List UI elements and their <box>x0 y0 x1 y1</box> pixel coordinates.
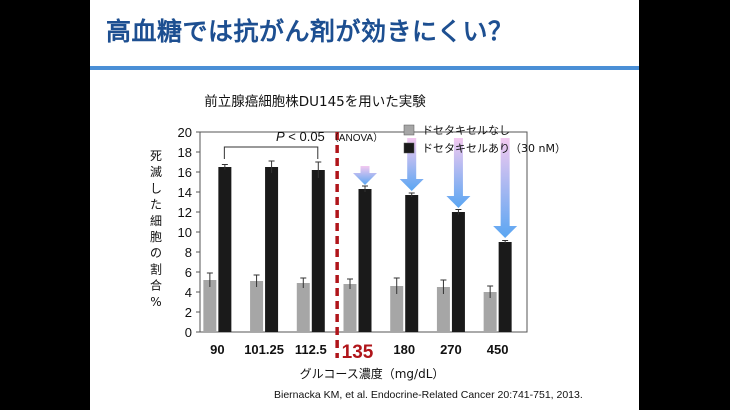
y-axis-label: 死滅した細胞の割合% <box>150 149 162 309</box>
bar-no-docetaxel <box>343 284 357 332</box>
down-arrow <box>353 166 377 185</box>
y-axis-label-char: 合 <box>150 278 162 293</box>
legend-label: ドセタキセルあり（30 nM） <box>422 142 566 155</box>
down-arrow <box>399 138 424 191</box>
y-axis-label-char: 滅 <box>150 165 162 179</box>
bar-docetaxel <box>451 212 465 332</box>
x-tick-label: 112.5 <box>295 342 327 357</box>
x-tick-label: 90 <box>210 342 224 357</box>
p-value-part: P <box>276 129 285 144</box>
y-tick-label: 2 <box>185 305 192 320</box>
y-tick-label: 16 <box>178 165 192 180</box>
x-axis-label: グルコース濃度（mg/dL） <box>300 366 445 381</box>
y-tick-label: 6 <box>185 265 192 280</box>
y-tick-label: 14 <box>178 185 192 200</box>
p-value-part: （ANOVA） <box>329 132 383 144</box>
legend-swatch <box>403 124 415 136</box>
y-tick-label: 8 <box>185 245 192 260</box>
y-axis-label-char: % <box>150 295 161 309</box>
slide: 高血糖では抗がん剤が効きにくい？ 前立腺癌細胞株DU145を用いた実験 死滅した… <box>90 0 639 410</box>
down-arrow <box>446 138 471 208</box>
p-value-part: < 0.05 <box>285 129 325 144</box>
bar-no-docetaxel <box>296 283 310 332</box>
y-axis-label-char: 細 <box>150 214 162 228</box>
y-tick-label: 10 <box>178 225 192 240</box>
bar-no-docetaxel <box>483 292 497 332</box>
significance-bracket <box>223 146 319 159</box>
bar-docetaxel <box>498 242 512 332</box>
bar-docetaxel <box>358 189 372 332</box>
legend-swatch <box>403 142 415 154</box>
y-axis-label-char: の <box>150 246 162 260</box>
x-tick-label: 135 <box>342 342 374 363</box>
y-axis-label-char: 死 <box>150 149 162 163</box>
y-axis-label-char: 割 <box>150 261 162 276</box>
y-tick-label: 20 <box>178 125 192 140</box>
bar-no-docetaxel <box>203 280 217 332</box>
bar-docetaxel <box>218 167 232 332</box>
y-tick-label: 0 <box>185 325 192 340</box>
y-axis-label-char: た <box>150 198 162 212</box>
y-tick-label: 4 <box>185 285 192 300</box>
down-arrow <box>493 138 518 238</box>
y-tick-label: 12 <box>178 205 192 220</box>
citation: Biernacka KM, et al. Endocrine-Related C… <box>274 389 583 401</box>
chart: 前立腺癌細胞株DU145を用いた実験 死滅した細胞の割合% 0 2 4 6 8 10 12 1… <box>150 93 566 381</box>
slide-title: 高血糖では抗がん剤が効きにくい？ <box>106 17 514 46</box>
bar-docetaxel <box>311 170 325 332</box>
x-tick-label: 270 <box>440 342 462 357</box>
x-tick-label: 450 <box>487 342 509 357</box>
p-value-annotation: P < 0.05 （ANOVA） <box>276 129 383 144</box>
bar-docetaxel <box>265 167 279 332</box>
y-tick-label: 18 <box>178 145 192 160</box>
bar-docetaxel <box>405 195 419 332</box>
bar-no-docetaxel <box>390 286 404 332</box>
legend-label: ドセタキセルなし <box>422 124 510 137</box>
x-tick-label: 180 <box>393 342 415 357</box>
bar-no-docetaxel <box>250 281 264 332</box>
bar-no-docetaxel <box>436 287 450 332</box>
y-axis-label-char: 胞 <box>150 230 162 244</box>
y-axis-label-char: し <box>150 181 162 195</box>
title-divider <box>90 66 639 70</box>
chart-title: 前立腺癌細胞株DU145を用いた実験 <box>204 93 426 110</box>
x-tick-label: 101.25 <box>244 342 284 357</box>
